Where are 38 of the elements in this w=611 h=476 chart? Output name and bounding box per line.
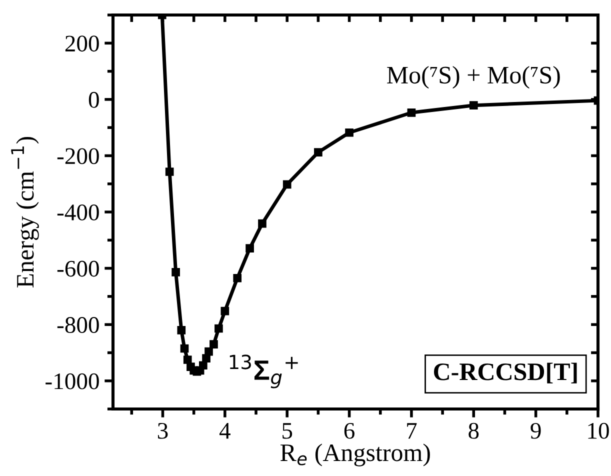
annotation: C-RCCSD[T] — [434, 362, 577, 384]
point — [180, 344, 189, 353]
point — [469, 101, 478, 110]
y-tick-label: -600 — [57, 260, 99, 277]
point — [198, 361, 208, 370]
point — [233, 274, 242, 282]
point — [214, 324, 223, 333]
x-tick-label: 7 — [407, 423, 417, 439]
x-tick-label: 9 — [530, 422, 541, 439]
y-tick-label: -200 — [57, 148, 99, 164]
point — [246, 244, 254, 252]
point — [210, 340, 218, 348]
point — [183, 356, 192, 364]
x-tick-label: 3 — [158, 422, 168, 439]
point — [407, 108, 416, 117]
y-tick-label: 200 — [65, 36, 99, 52]
point — [204, 347, 213, 356]
x-axis-title: R$_{e}$ (Angstrom) — [280, 444, 430, 466]
point — [282, 180, 292, 189]
point — [345, 128, 354, 137]
point — [177, 326, 186, 334]
point — [258, 219, 266, 228]
annotation: Mo(⁷S) + Mo(⁷S) — [387, 66, 560, 89]
x-tick-label: 6 — [344, 422, 354, 439]
y-tick-label: -1000 — [46, 373, 99, 390]
y-tick-label: -800 — [57, 317, 99, 333]
y-axis-title: Energy (cm$^{−1}$) — [11, 136, 39, 288]
annotation: $^{13}$Σ$_{g}$$^{+}$ — [230, 354, 298, 388]
x-tick-label: 10 — [588, 422, 609, 439]
x-tick-label: 4 — [219, 423, 230, 439]
point — [165, 168, 174, 176]
point — [172, 268, 180, 276]
y-tick-label: 0 — [88, 92, 99, 108]
x-tick-label: 5 — [282, 423, 292, 439]
y-tick-label: -400 — [57, 204, 99, 220]
point — [314, 148, 322, 157]
point — [220, 306, 230, 316]
x-tick-label: 8 — [468, 422, 479, 439]
